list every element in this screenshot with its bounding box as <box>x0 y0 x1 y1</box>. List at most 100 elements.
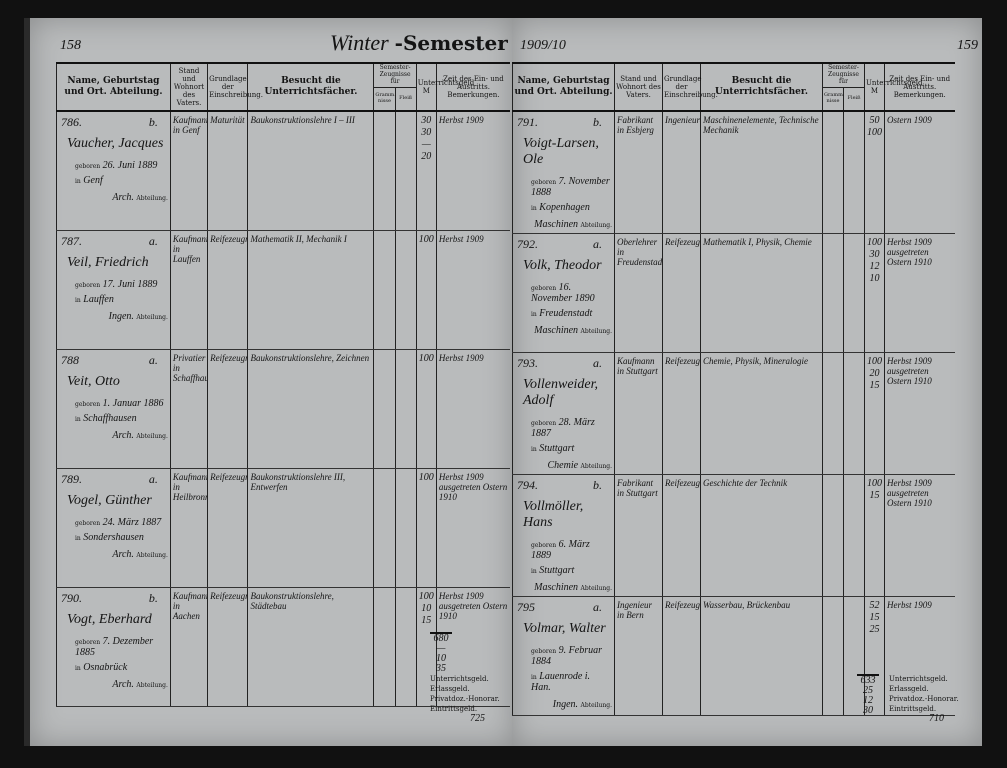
column-header-zeugnisse_b: Fleiß <box>843 87 865 112</box>
basis-cell: Reifezeugnis <box>662 596 701 716</box>
footer-values: 680—10 35 <box>430 632 452 674</box>
table-row: 795 a. Volmar, Walter geboren 9. Februar 18… <box>512 596 955 716</box>
name-cell: 795 a. Volmar, Walter geboren 9. Februar 18… <box>512 596 615 716</box>
remarks-cell: Herbst 1909 <box>435 349 510 469</box>
footer-value: 12 <box>863 695 873 706</box>
column-header-grundlage: Grundlage der Einschreibung. <box>207 62 263 112</box>
entry-number: 792. <box>517 236 538 251</box>
student-name: Veil, Friedrich <box>67 254 149 270</box>
basis-cell: Reifezeugnis <box>207 230 248 350</box>
footer-label: Erlassgeld. <box>889 685 929 693</box>
geboren-label: geboren <box>531 647 557 655</box>
entry-class: a. <box>593 355 602 370</box>
table-row: 786. b. Vaucher, Jacques geboren 26. Juni 1… <box>56 110 510 231</box>
fee-value: 20 <box>421 150 432 162</box>
footer-value: 30 <box>863 705 873 716</box>
page-number: 158 <box>60 38 81 53</box>
entry-class: a. <box>148 233 158 248</box>
footer-values: 633 25 12 30 <box>857 674 879 716</box>
column-header-besucht: Besucht die Unterrichtsfächer. <box>247 62 374 112</box>
in-label: in <box>531 673 537 681</box>
page-footer: 680—10 35 Unterrichtsgeld. Erlassgeld. Priva… <box>430 632 514 724</box>
entry-class: b. <box>148 590 158 605</box>
header-row: Name, Geburtstag und Ort. Abteilung. Stan… <box>512 61 955 112</box>
geboren-label: geboren <box>531 178 557 186</box>
fee-value: 100 <box>867 477 882 489</box>
fee-value: — <box>421 138 431 150</box>
geboren-label: geboren <box>531 541 557 549</box>
diligence-cell <box>843 474 865 597</box>
column-header-stand: Stand und Wohnort des Vaters. <box>614 62 663 112</box>
remarks-cell: Herbst 1909 <box>435 110 510 231</box>
fee-cell: 100 <box>415 230 437 350</box>
father-cell: Fabrikant in Stuttgart <box>614 474 663 597</box>
entry-number: 789. <box>61 471 82 486</box>
subjects-cell: Maschinenelemente, Technische Mechanik <box>700 110 823 234</box>
in-label: in <box>75 534 81 542</box>
fee-value: 100 <box>867 126 882 138</box>
entry-number: 786. <box>61 114 82 129</box>
semester-title: Winter -Semester <box>330 30 508 56</box>
fee-cell: 30 30—20 <box>415 110 437 231</box>
diligence-cell <box>843 233 865 353</box>
father-cell: Fabrikant in Esbjerg <box>614 110 663 234</box>
basis-cell: Reifezeugnis <box>662 474 701 597</box>
subjects-cell: Wasserbau, Brückenbau <box>700 596 823 716</box>
geboren-label: geboren <box>531 419 557 427</box>
entry-class: b. <box>593 477 602 492</box>
father-cell: Privatier in Schaffhausen <box>169 349 208 469</box>
in-label: in <box>75 177 81 185</box>
entry-number: 791. <box>517 114 538 129</box>
subjects-cell: Baukonstruktionslehre I – III <box>247 110 374 231</box>
birth-place: Freudenstadt <box>539 307 593 319</box>
grade-cell <box>822 233 844 353</box>
fee-cell: 100 20 15 <box>864 352 885 475</box>
fee-value: 25 <box>869 623 880 635</box>
basis-cell: Ingenieurexamen <box>662 110 701 234</box>
fee-value: 50 <box>869 114 880 126</box>
name-cell: 789. a. Vogel, Günther geboren 24. März 188… <box>56 468 171 588</box>
table-row: 787. a. Veil, Friedrich geboren 17. Juni 18… <box>56 230 510 350</box>
footer-value: 35 <box>436 663 446 674</box>
diligence-cell <box>394 110 417 231</box>
subjects-cell: Baukonstruktionslehre, Zeichnen <box>247 349 374 469</box>
name-cell: 788 a. Veit, Otto geboren 1. Januar 1886 in … <box>56 349 171 469</box>
table-row: 789. a. Vogel, Günther geboren 24. März 188… <box>56 468 510 588</box>
column-header-besucht: Besucht die Unterrichtsfächer. <box>700 62 823 112</box>
entry-number: 788 <box>61 352 79 367</box>
in-label: in <box>531 204 537 212</box>
fee-value: 12 <box>869 260 880 272</box>
grade-cell <box>373 110 396 231</box>
semester-hand: Winter <box>330 30 389 55</box>
footer-value: 633 <box>860 675 876 686</box>
column-header-grundlage: Grundlage der Einschreibung. <box>662 62 718 112</box>
birth-date: 7. Dezember 1885 <box>75 635 154 658</box>
subjects-cell: Mathematik II, Mechanik I <box>247 230 374 350</box>
column-header-zeugnisse_b: Fleiß <box>394 87 417 112</box>
fee-cell: 52 15 25 <box>864 596 885 716</box>
fee-value: 52 <box>869 599 880 611</box>
grade-cell <box>822 474 844 597</box>
birth-place: Kopenhagen <box>539 201 590 213</box>
left-page: 158 Winter -Semester Name, Geburtstag und… <box>24 18 514 746</box>
diligence-cell <box>394 230 417 350</box>
right-page: 1909/10 159 Name, Geburtstag und Ort. Ab… <box>512 18 982 746</box>
register-table: Name, Geburtstag und Ort. Abteilung. Stan… <box>512 61 955 716</box>
diligence-cell <box>394 349 417 469</box>
name-cell: 793. a. Vollenweider, Adolf geboren 28. Mär… <box>512 352 615 475</box>
birth-place: Lauenrode i. Han. <box>531 670 591 693</box>
fee-value: 100 <box>418 590 434 602</box>
page-footer: 633 25 12 30 Unterrichtsgeld. Erlassgeld. Priv… <box>857 674 959 724</box>
entry-class: b. <box>593 114 602 129</box>
footer-label: Privatdoz.-Honorar. <box>430 695 500 703</box>
fee-cell: 100 <box>415 468 437 588</box>
geboren-label: geboren <box>531 284 557 292</box>
fee-value: 30 <box>421 114 432 126</box>
birth-place: Genf <box>83 174 103 186</box>
fee-value: 10 <box>421 602 432 614</box>
student-name: Vollmöller, Hans <box>523 498 584 530</box>
grade-cell <box>822 596 844 716</box>
basis-cell: Maturität <box>207 110 248 231</box>
entry-number: 787. <box>61 233 82 248</box>
table-row: 794. b. Vollmöller, Hans geboren 6. März 18… <box>512 474 955 597</box>
